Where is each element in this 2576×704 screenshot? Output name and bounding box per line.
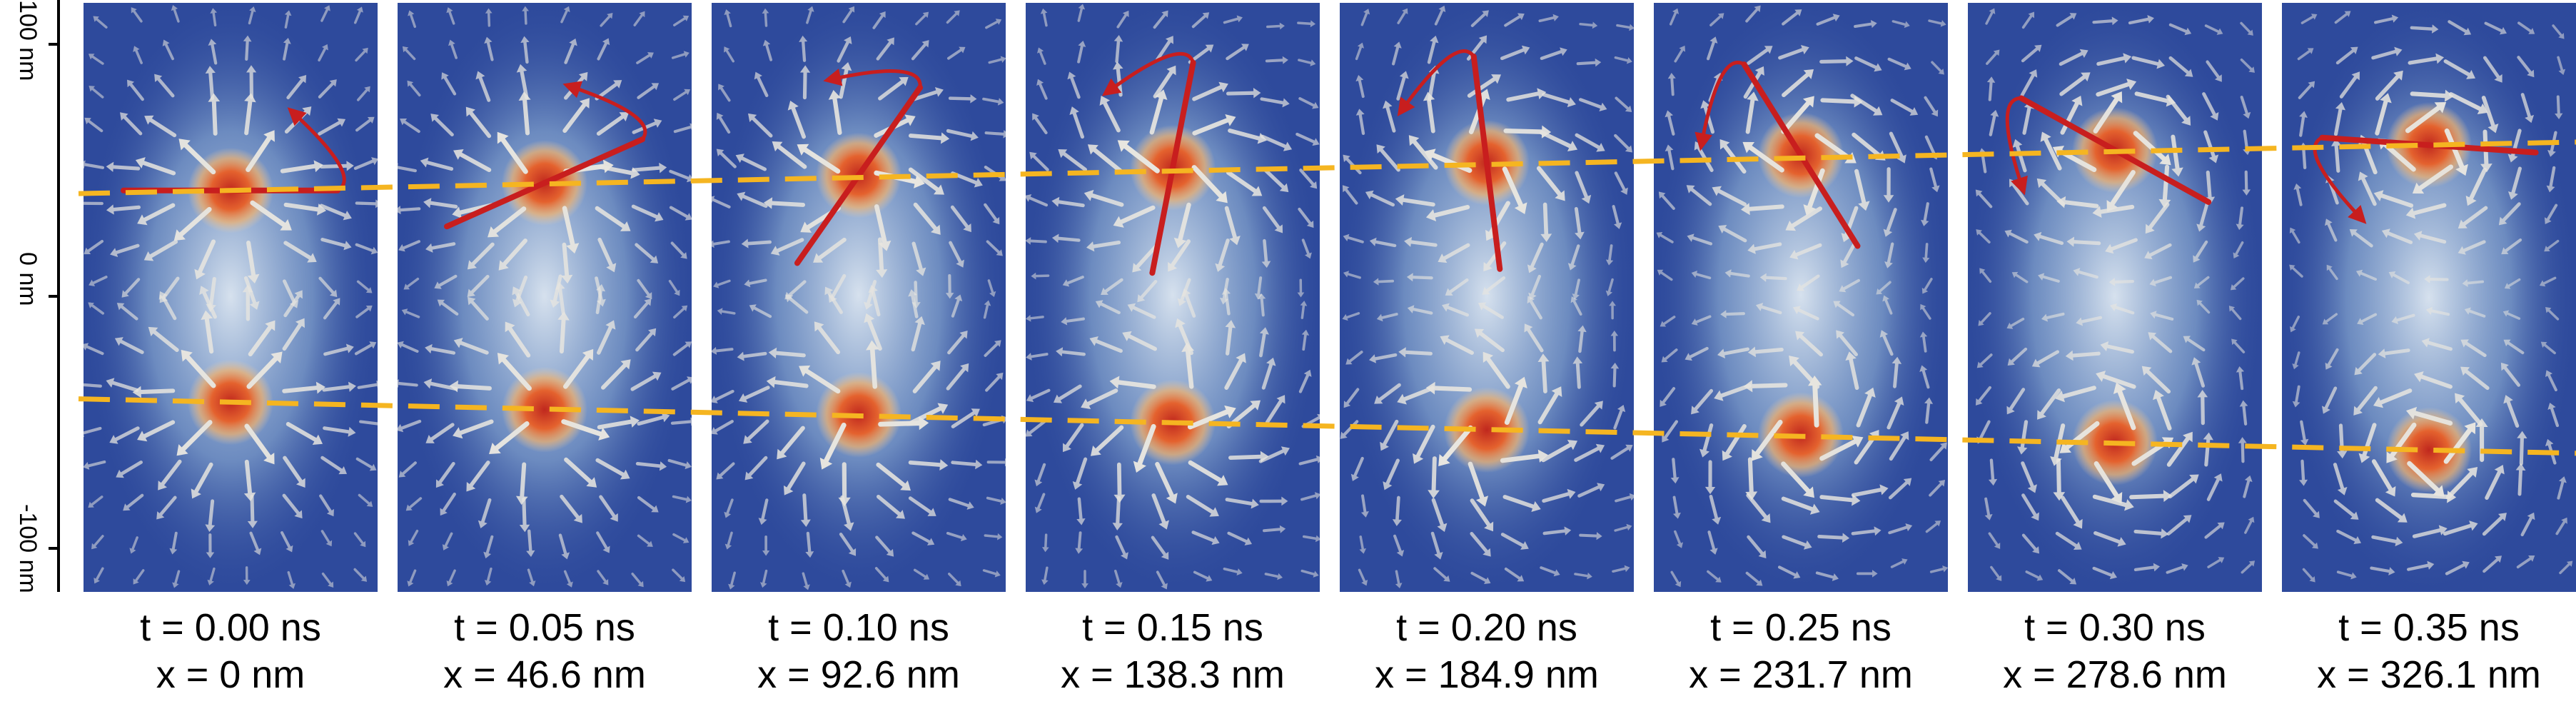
frame-position-label: x = 138.3 nm [1026,651,1320,698]
field-glow [1023,0,1323,595]
simulation-panel [708,0,1011,595]
frame-position-label: x = 231.7 nm [1654,651,1948,698]
frame-time-label: t = 0.20 ns [1340,604,1634,651]
frame-time-label: t = 0.05 ns [398,604,692,651]
simulation-panel [1965,0,2265,596]
simulation-panel [1337,0,1637,596]
frame-position-label: x = 0 nm [84,651,378,698]
frame-time-label: t = 0.10 ns [712,604,1006,651]
frame-time-label: t = 0.30 ns [1968,604,2262,651]
frame-position-label: x = 92.6 nm [712,651,1006,698]
frame-time-label: t = 0.25 ns [1654,604,1948,651]
frame-position-label: x = 278.6 nm [1968,651,2262,698]
y-axis-tick-label: -100 nm [14,504,41,593]
simulation-panel [2279,0,2576,598]
y-axis-tick-label: 100 nm [14,0,41,81]
simulation-panel [76,0,384,596]
field-glow [2279,0,2576,598]
frame-position-label: x = 326.1 nm [2282,651,2576,698]
simulation-panel [1651,0,1951,595]
frame-time-label: t = 0.15 ns [1026,604,1320,651]
frame-time-label: t = 0.35 ns [2282,604,2576,651]
y-axis-tick-label: 0 nm [14,252,41,306]
frame-time-label: t = 0.00 ns [84,604,378,651]
frame-position-label: x = 184.9 nm [1340,651,1634,698]
simulation-panel [391,0,697,596]
simulation-panel [1023,0,1324,595]
frame-position-label: x = 46.6 nm [398,651,692,698]
